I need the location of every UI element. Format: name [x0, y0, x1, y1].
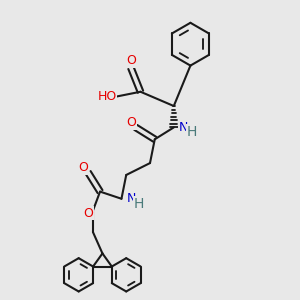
Text: O: O: [126, 54, 136, 67]
Text: N: N: [126, 192, 136, 205]
Text: H: H: [186, 125, 197, 139]
Text: HO: HO: [98, 90, 117, 103]
Text: H: H: [134, 196, 145, 211]
Text: O: O: [83, 206, 93, 220]
Text: N: N: [178, 121, 188, 134]
Text: O: O: [79, 161, 88, 174]
Text: O: O: [126, 116, 136, 129]
